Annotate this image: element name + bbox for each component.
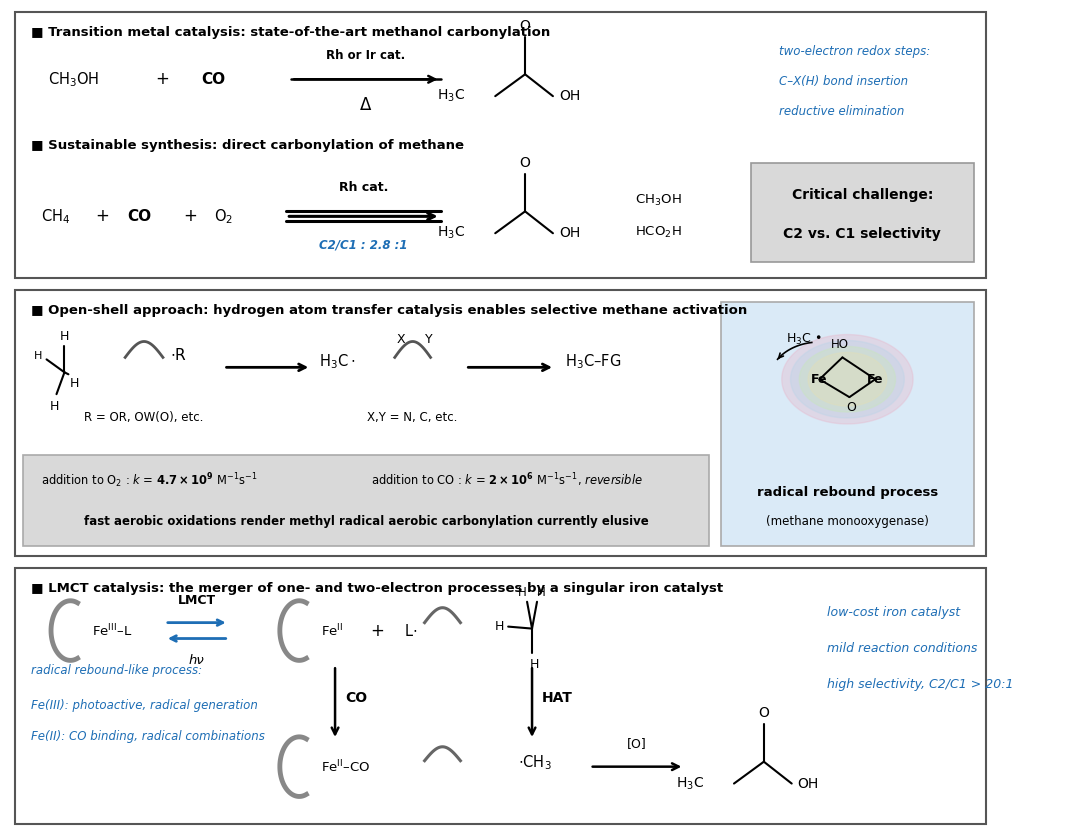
FancyBboxPatch shape <box>23 455 710 546</box>
Text: radical rebound process: radical rebound process <box>757 486 939 499</box>
Text: +: + <box>156 70 168 89</box>
Text: Y: Y <box>424 333 432 346</box>
Text: Rh cat.: Rh cat. <box>339 181 388 195</box>
Polygon shape <box>799 347 895 412</box>
Text: $\mathregular{H_3C}$ •: $\mathregular{H_3C}$ • <box>786 332 822 347</box>
Text: X,Y = N, C, etc.: X,Y = N, C, etc. <box>367 411 458 423</box>
Text: H: H <box>537 586 545 599</box>
Text: +: + <box>183 207 197 225</box>
Text: fast aerobic oxidations render methyl radical aerobic carbonylation currently el: fast aerobic oxidations render methyl ra… <box>83 515 648 528</box>
Text: hν: hν <box>189 654 204 667</box>
Text: H: H <box>35 352 42 362</box>
FancyBboxPatch shape <box>15 568 986 824</box>
Text: $\mathregular{H_3C}$: $\mathregular{H_3C}$ <box>437 88 465 104</box>
Text: LMCT: LMCT <box>178 595 216 607</box>
Text: H: H <box>518 586 527 599</box>
Text: ■ Open-shell approach: hydrogen atom transfer catalysis enables selective methan: ■ Open-shell approach: hydrogen atom tra… <box>30 304 747 316</box>
FancyBboxPatch shape <box>15 290 986 556</box>
Text: +: + <box>370 621 383 640</box>
Text: X: X <box>396 333 405 346</box>
Text: addition to O$_2$ : $k$ = $\mathbf{4.7 \times 10^9}$ M$^{-1}$s$^{-1}$: addition to O$_2$ : $k$ = $\mathbf{4.7 \… <box>41 471 257 489</box>
Text: $\mathregular{H_3C}$: $\mathregular{H_3C}$ <box>676 776 704 792</box>
Text: ■ Transition metal catalysis: state-of-the-art methanol carbonylation: ■ Transition metal catalysis: state-of-t… <box>30 26 550 38</box>
Text: OH: OH <box>798 777 819 791</box>
Text: C2 vs. C1 selectivity: C2 vs. C1 selectivity <box>783 227 941 241</box>
Text: $\mathregular{H_3C}$–FG: $\mathregular{H_3C}$–FG <box>565 352 621 371</box>
Text: $\mathregular{CH_3OH}$: $\mathregular{CH_3OH}$ <box>635 193 681 208</box>
Text: Fe$^{\mathregular{II}}$–CO: Fe$^{\mathregular{II}}$–CO <box>321 758 370 775</box>
FancyBboxPatch shape <box>721 301 974 546</box>
Text: R = OR, OW(O), etc.: R = OR, OW(O), etc. <box>84 411 204 423</box>
Polygon shape <box>808 352 887 406</box>
Text: L$\cdot$: L$\cdot$ <box>404 623 417 639</box>
Text: O: O <box>758 706 769 720</box>
Text: C–X(H) bond insertion: C–X(H) bond insertion <box>779 75 908 88</box>
Text: $\mathregular{HCO_2H}$: $\mathregular{HCO_2H}$ <box>635 225 681 240</box>
Text: O: O <box>847 401 856 414</box>
Text: ■ Sustainable synthesis: direct carbonylation of methane: ■ Sustainable synthesis: direct carbonyl… <box>30 139 463 152</box>
Polygon shape <box>791 341 904 418</box>
Text: CO: CO <box>345 691 367 705</box>
Text: Fe$^{\mathregular{III}}$–L: Fe$^{\mathregular{III}}$–L <box>92 622 133 639</box>
Text: Δ: Δ <box>361 96 372 114</box>
Text: high selectivity, C2/C1 > 20:1: high selectivity, C2/C1 > 20:1 <box>826 678 1013 691</box>
Text: radical rebound-like process:: radical rebound-like process: <box>30 664 202 677</box>
Text: Fe(II): CO binding, radical combinations: Fe(II): CO binding, radical combinations <box>30 731 265 743</box>
Text: Rh or Ir cat.: Rh or Ir cat. <box>326 49 405 63</box>
Text: $\cdot\mathregular{CH_3}$: $\cdot\mathregular{CH_3}$ <box>518 753 552 772</box>
Text: C2/C1 : 2.8 :1: C2/C1 : 2.8 :1 <box>320 238 407 251</box>
Text: [O]: [O] <box>627 736 647 750</box>
Text: $\mathregular{CH_3OH}$: $\mathregular{CH_3OH}$ <box>48 70 99 89</box>
Text: O: O <box>519 18 530 33</box>
Text: (methane monooxygenase): (methane monooxygenase) <box>766 515 929 528</box>
Text: addition to CO : $k$ = $\mathbf{2 \times 10^6}$ M$^{-1}$s$^{-1}$, $\it{reversibl: addition to CO : $k$ = $\mathbf{2 \times… <box>370 472 643 489</box>
Text: $\mathregular{H_3C}\cdot$: $\mathregular{H_3C}\cdot$ <box>320 352 355 371</box>
Text: +: + <box>95 207 109 225</box>
Text: reductive elimination: reductive elimination <box>779 104 904 118</box>
Text: H: H <box>50 400 59 413</box>
Text: OH: OH <box>559 226 580 240</box>
Text: HO: HO <box>831 338 849 352</box>
Text: mild reaction conditions: mild reaction conditions <box>826 642 977 655</box>
Text: Fe(III): photoactive, radical generation: Fe(III): photoactive, radical generation <box>30 699 257 711</box>
Text: Fe: Fe <box>867 372 883 386</box>
Text: H: H <box>495 620 504 633</box>
FancyBboxPatch shape <box>15 12 986 278</box>
Text: two-electron redox steps:: two-electron redox steps: <box>779 45 930 58</box>
Text: Critical challenge:: Critical challenge: <box>792 189 933 202</box>
Text: $\mathregular{H_3C}$: $\mathregular{H_3C}$ <box>437 225 465 241</box>
Text: H: H <box>59 330 69 342</box>
Text: ■ LMCT catalysis: the merger of one- and two-electron processes by a singular ir: ■ LMCT catalysis: the merger of one- and… <box>30 582 723 595</box>
Text: low-cost iron catalyst: low-cost iron catalyst <box>826 606 960 620</box>
Polygon shape <box>782 335 913 424</box>
FancyBboxPatch shape <box>751 163 974 262</box>
Text: $\cdot$R: $\cdot$R <box>170 347 187 363</box>
Text: Fe: Fe <box>811 372 827 386</box>
Text: H: H <box>529 658 539 671</box>
Text: CO: CO <box>202 72 226 87</box>
Text: H: H <box>69 377 79 390</box>
Text: CO: CO <box>127 209 151 224</box>
Text: Fe$^{\mathregular{II}}$: Fe$^{\mathregular{II}}$ <box>321 622 343 639</box>
Text: HAT: HAT <box>542 691 572 705</box>
Text: O: O <box>519 155 530 170</box>
Text: $\mathregular{O_2}$: $\mathregular{O_2}$ <box>214 207 233 225</box>
Text: OH: OH <box>559 89 580 104</box>
Text: $\mathregular{CH_4}$: $\mathregular{CH_4}$ <box>41 207 70 225</box>
